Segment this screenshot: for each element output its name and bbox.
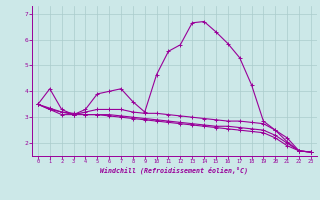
X-axis label: Windchill (Refroidissement éolien,°C): Windchill (Refroidissement éolien,°C) — [100, 167, 248, 174]
